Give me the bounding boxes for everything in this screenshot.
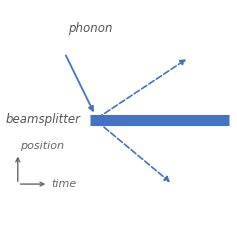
Text: phonon: phonon (68, 22, 113, 35)
Text: position: position (20, 141, 64, 151)
Text: time: time (51, 179, 76, 189)
Text: beamsplitter: beamsplitter (6, 113, 81, 126)
